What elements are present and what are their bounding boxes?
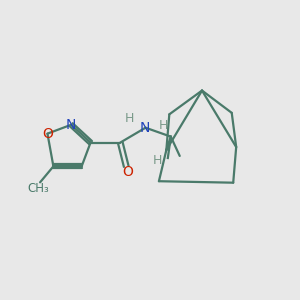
Text: H: H xyxy=(153,154,162,167)
Text: O: O xyxy=(122,165,133,179)
Text: N: N xyxy=(66,118,76,132)
Text: CH₃: CH₃ xyxy=(28,182,50,195)
Text: H: H xyxy=(159,119,168,132)
Text: H: H xyxy=(124,112,134,125)
Text: N: N xyxy=(140,121,150,135)
Text: O: O xyxy=(42,127,53,141)
